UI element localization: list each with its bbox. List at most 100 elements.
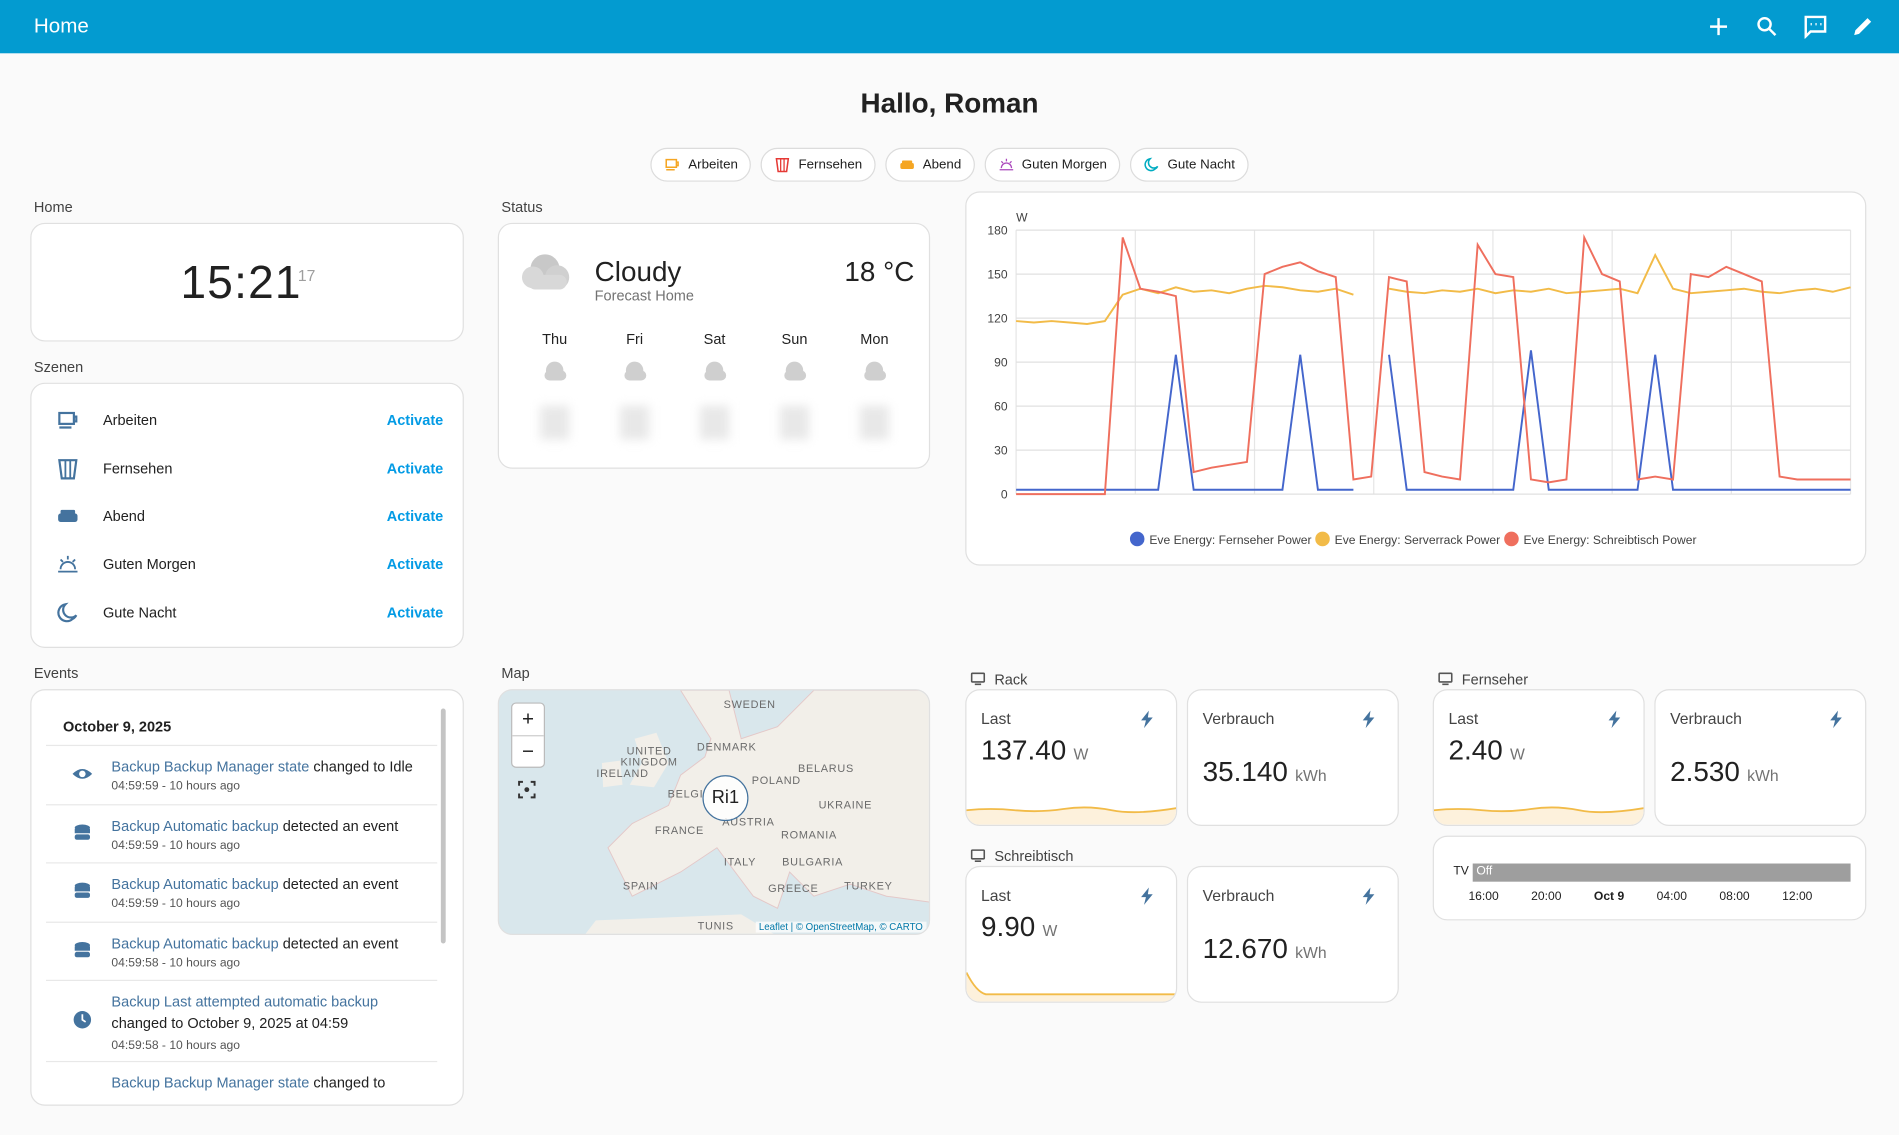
chip-icon (1143, 156, 1160, 173)
zoom-control: + − (511, 702, 545, 768)
scene-chip[interactable]: Gute Nacht (1129, 147, 1249, 182)
event-entity[interactable]: Backup Last attempted automatic backup (111, 993, 379, 1011)
timeline-tick: 16:00 (1468, 890, 1499, 904)
sensor-title: Last (980, 709, 1011, 728)
icon-graphic (900, 160, 914, 169)
map-card[interactable]: SWEDEN DENMARK UNITED KINGDOM IRELAND POLAND… (497, 689, 931, 935)
timeline-bar[interactable]: Off (1472, 863, 1851, 882)
y-tick-label: 60 (994, 399, 1008, 413)
sparkline (1433, 788, 1644, 825)
event-time: 04:59:58 - 10 hours ago (111, 1039, 241, 1053)
timeline-tick: 20:00 (1531, 890, 1562, 904)
sensor-card[interactable]: Verbrauch 2.530 kWh (1654, 689, 1867, 826)
icon-graphic (74, 941, 90, 958)
legend-swatch (1315, 531, 1330, 547)
legend-label: Eve Energy: Fernseher Power (1149, 533, 1311, 547)
divider (46, 921, 438, 923)
weather-card[interactable]: Cloudy Forecast Home 18 °C Thu Fri Sat Sun M… (497, 222, 931, 469)
activate-button[interactable]: Activate (386, 556, 444, 573)
sensor-title: Verbrauch (1202, 886, 1275, 905)
chip-label: Arbeiten (688, 157, 738, 172)
unit: W (1073, 744, 1089, 763)
scene-chip[interactable]: Arbeiten (650, 147, 752, 182)
icon-graphic (74, 824, 90, 840)
y-tick-label: 150 (987, 267, 1007, 281)
icon-graphic (1608, 710, 1621, 729)
timeline-tick: Oct 9 (1593, 890, 1625, 904)
event-message: changed to (313, 1074, 386, 1092)
unit: kWh (1295, 943, 1327, 962)
icon-graphic (1144, 157, 1159, 172)
event-text: Backup Backup Manager state changed to (111, 1072, 414, 1094)
sparkline-graphic (966, 972, 1176, 1002)
activate-button[interactable]: Activate (386, 459, 444, 477)
scene-chip[interactable]: Abend (885, 147, 975, 182)
unit: kWh (1747, 766, 1779, 785)
assist-button[interactable] (1803, 15, 1827, 39)
icon-graphic (784, 361, 807, 381)
event-message: detected an event (282, 934, 399, 952)
event-entity[interactable]: Backup Backup Manager state (111, 1074, 310, 1092)
divider (46, 979, 438, 981)
section-icon (970, 671, 986, 687)
icon-graphic (1141, 710, 1153, 729)
sensor-card[interactable]: Verbrauch 12.670 kWh (1186, 865, 1399, 1003)
event-entity[interactable]: Backup Automatic backup (111, 875, 279, 893)
map-place-label: TURKEY (844, 879, 893, 892)
forecast-icon (857, 357, 891, 386)
zoom-in-button[interactable]: + (512, 704, 544, 737)
bolt-icon (1359, 885, 1378, 907)
icon-graphic (57, 602, 78, 622)
clock-time: 15:21 (180, 257, 302, 309)
history-graph-card: W 0 30 60 90 120 150 180 Eve Energy: Fernseher … (965, 191, 1867, 566)
chip-icon (998, 156, 1015, 173)
section-label: Fernseher (1461, 670, 1529, 688)
add-button[interactable] (1706, 15, 1730, 39)
search-button[interactable] (1755, 15, 1779, 39)
sensor-card[interactable]: Verbrauch 35.140 kWh (1186, 689, 1399, 826)
value: 2.40 (1448, 733, 1503, 766)
scene-icon (56, 456, 80, 480)
timeline-tick: 12:00 (1782, 890, 1813, 904)
scene-icon (56, 552, 80, 576)
activate-button[interactable]: Activate (386, 411, 444, 429)
clock-seconds: 17 (297, 266, 316, 285)
scene-chip[interactable]: Guten Morgen (984, 147, 1121, 182)
event-entity[interactable]: Backup Automatic backup (111, 817, 279, 835)
sensor-card[interactable]: Last 137.40 W (965, 689, 1178, 826)
activate-button[interactable]: Activate (386, 507, 444, 525)
sensor-card[interactable]: Last 2.40 W (1432, 689, 1645, 826)
zoom-out-button[interactable]: − (522, 739, 535, 763)
value: 9.90 (980, 910, 1036, 943)
activate-button[interactable]: Activate (386, 604, 444, 622)
forecast-day: Sat (703, 330, 726, 348)
scene-name: Abend (102, 507, 145, 525)
clock-card: 15:21 17 (30, 222, 464, 342)
event-entity[interactable]: Backup Backup Manager state (111, 758, 310, 776)
legend-label: Eve Energy: Schreibtisch Power (1524, 533, 1697, 547)
forecast-temp-blurred (859, 405, 889, 440)
scrollbar[interactable] (440, 708, 446, 944)
bolt-icon (1359, 708, 1378, 730)
value: 2.530 (1670, 755, 1740, 788)
event-entity[interactable]: Backup Automatic backup (111, 934, 279, 952)
sensor-card[interactable]: Last 9.90 W (965, 865, 1178, 1003)
bolt-icon (1826, 708, 1845, 730)
sensor-value: 2.40 W (1448, 734, 1524, 767)
map-place-label: ITALY (723, 855, 757, 868)
forecast-icon (698, 357, 732, 386)
forecast-temp-blurred (779, 405, 810, 440)
event-icon (71, 880, 93, 902)
event-time: 04:59:58 - 10 hours ago (111, 956, 241, 971)
fit-button[interactable] (517, 780, 536, 799)
bolt-icon (1137, 708, 1156, 730)
scene-chip[interactable]: Fernsehen (760, 147, 876, 182)
map-place-label: FRANCE (654, 824, 705, 837)
map-place-label: POLAND (751, 774, 801, 787)
y-tick-label: 90 (994, 355, 1008, 369)
map-marker[interactable]: Ri1 (702, 775, 749, 822)
edit-button[interactable] (1851, 15, 1875, 39)
icon-graphic (72, 768, 93, 779)
weather-icon (521, 254, 570, 290)
greeting: Hallo, Roman (860, 87, 1039, 119)
